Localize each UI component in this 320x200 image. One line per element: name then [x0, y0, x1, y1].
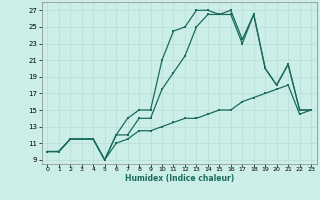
X-axis label: Humidex (Indice chaleur): Humidex (Indice chaleur): [124, 174, 234, 183]
